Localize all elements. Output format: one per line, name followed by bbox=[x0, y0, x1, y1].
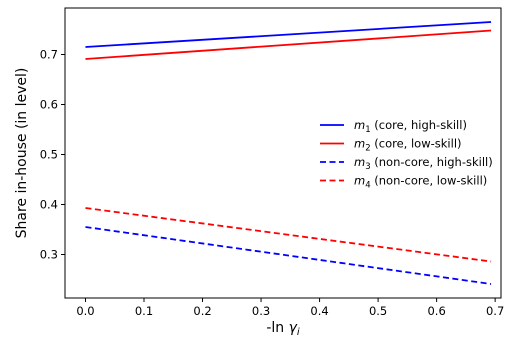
x-tick-label: 0.5 bbox=[369, 304, 387, 318]
y-axis: 0.3 0.4 0.5 0.6 0.7 bbox=[40, 48, 65, 262]
x-tick-label: 0.0 bbox=[76, 304, 94, 318]
y-tick-label: 0.5 bbox=[40, 148, 58, 162]
legend-label-m4: m4 (non-core, low-skill) bbox=[354, 174, 487, 191]
series-layer bbox=[85, 21, 492, 285]
y-axis-title: Share in-house (in level) bbox=[14, 68, 30, 239]
legend-label-m1: m1 (core, high-skill) bbox=[354, 118, 467, 135]
legend-label-m3: m3 (non-core, high-skill) bbox=[354, 155, 493, 172]
y-tick-label: 0.6 bbox=[40, 98, 58, 112]
series-line-m1 bbox=[85, 21, 492, 48]
x-tick-label: 0.4 bbox=[310, 304, 328, 318]
y-tick-label: 0.7 bbox=[40, 48, 58, 62]
x-tick-label: 0.2 bbox=[193, 304, 211, 318]
y-tick-label: 0.3 bbox=[40, 248, 58, 262]
x-axis: 0.0 0.1 0.2 0.3 0.4 0.5 0.6 0.7 bbox=[76, 298, 504, 318]
x-axis-title: -ln γi bbox=[266, 320, 300, 338]
y-tick-label: 0.4 bbox=[40, 198, 58, 212]
legend-label-m2: m2 (core, low-skill) bbox=[354, 137, 462, 154]
x-tick-label: 0.7 bbox=[486, 304, 504, 318]
legend: m1 (core, high-skill) m2 (core, low-skill… bbox=[320, 118, 493, 191]
plot-frame bbox=[64, 7, 502, 299]
series-line-m3 bbox=[85, 226, 492, 285]
series-line-m4 bbox=[85, 207, 492, 263]
x-tick-label: 0.6 bbox=[427, 304, 445, 318]
x-tick-label: 0.1 bbox=[135, 304, 153, 318]
series-line-m2 bbox=[85, 29, 492, 60]
x-tick-label: 0.3 bbox=[252, 304, 270, 318]
